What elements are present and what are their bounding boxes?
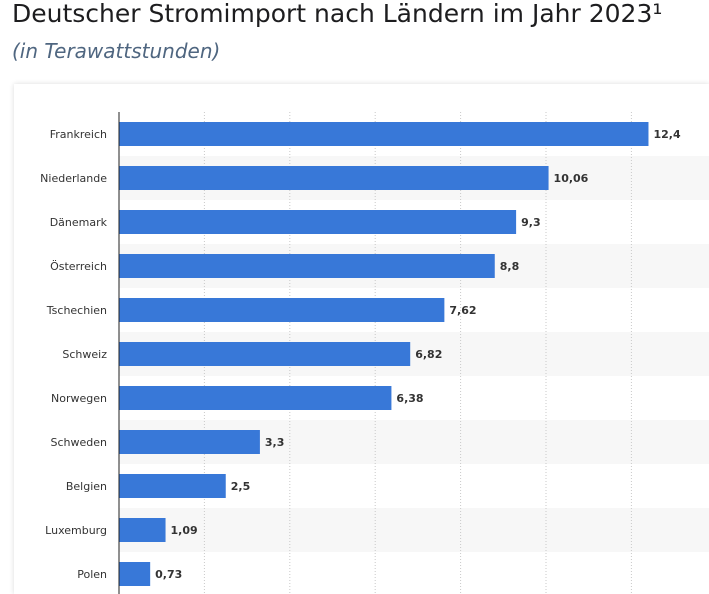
value-label: 12,4 xyxy=(653,128,680,141)
bar xyxy=(119,122,649,146)
category-label: Frankreich xyxy=(50,128,107,141)
bar xyxy=(119,562,151,586)
chart-subtitle: (in Terawattstunden) xyxy=(12,39,221,63)
value-label: 6,82 xyxy=(415,348,442,361)
bar xyxy=(119,430,260,454)
bar xyxy=(119,210,517,234)
category-label: Belgien xyxy=(66,480,107,493)
value-label: 1,09 xyxy=(171,524,198,537)
value-label: 6,38 xyxy=(396,392,423,405)
value-label: 0,73 xyxy=(155,568,182,581)
category-label: Tschechien xyxy=(46,304,107,317)
value-label: 2,5 xyxy=(231,480,251,493)
category-label: Niederlande xyxy=(40,172,107,185)
category-label: Schweden xyxy=(51,436,108,449)
value-label: 10,06 xyxy=(554,172,589,185)
category-label: Norwegen xyxy=(51,392,107,405)
chart-card: Frankreich 12,4 Niederlande 10,06 Dänemark 9,… xyxy=(14,84,709,594)
bar xyxy=(119,518,166,542)
row-band xyxy=(119,508,709,552)
value-label: 8,8 xyxy=(500,260,520,273)
value-label: 9,3 xyxy=(521,216,541,229)
category-label: Schweiz xyxy=(62,348,107,361)
value-label: 3,3 xyxy=(265,436,285,449)
bar-chart: Frankreich 12,4 Niederlande 10,06 Dänemark 9,… xyxy=(40,112,709,594)
bar xyxy=(119,298,445,322)
bar xyxy=(119,254,495,278)
bar xyxy=(119,342,411,366)
bar xyxy=(119,386,392,410)
value-label: 7,62 xyxy=(449,304,476,317)
category-label: Luxemburg xyxy=(45,524,107,537)
category-label: Dänemark xyxy=(50,216,108,229)
chart-title: Deutscher Stromimport nach Ländern im Ja… xyxy=(12,0,663,28)
bar xyxy=(119,474,226,498)
category-label: Polen xyxy=(77,568,107,581)
category-label: Österreich xyxy=(50,260,107,273)
bar xyxy=(119,166,549,190)
